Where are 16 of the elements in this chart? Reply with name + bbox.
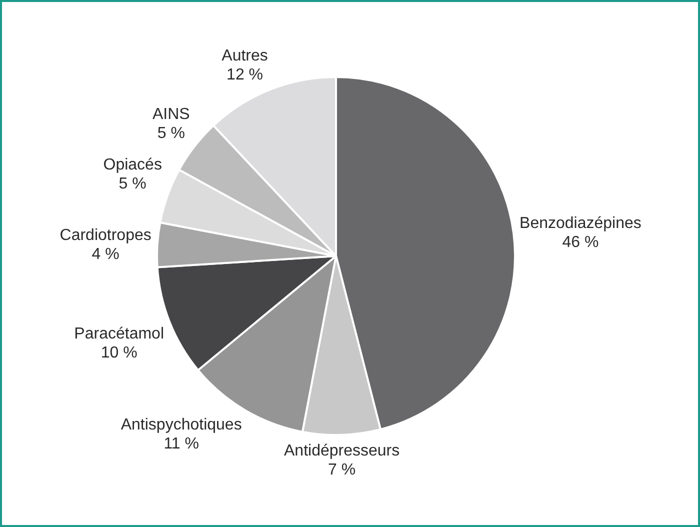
data-label: 5 %	[118, 176, 146, 193]
slice-label: Autres	[222, 47, 268, 64]
data-label: 4 %	[92, 246, 120, 263]
data-label: 11 %	[164, 436, 199, 453]
data-label: 5 %	[157, 125, 185, 142]
data-label: 12 %	[226, 66, 264, 84]
slice-label: Antispychotiques	[120, 416, 242, 434]
data-label: 7 %	[328, 461, 356, 478]
slice-label: Antidépresseurs	[284, 442, 400, 460]
slice-label: Benzodiazépines	[520, 215, 642, 232]
slice-label: AINS	[152, 106, 190, 124]
slice-label: Paracétamol	[74, 326, 164, 343]
data-label: 10 %	[100, 344, 138, 362]
data-label: 46 %	[562, 234, 599, 252]
slice-label: Cardiotropes	[60, 226, 152, 244]
slice-label: Opiacés	[103, 156, 162, 174]
